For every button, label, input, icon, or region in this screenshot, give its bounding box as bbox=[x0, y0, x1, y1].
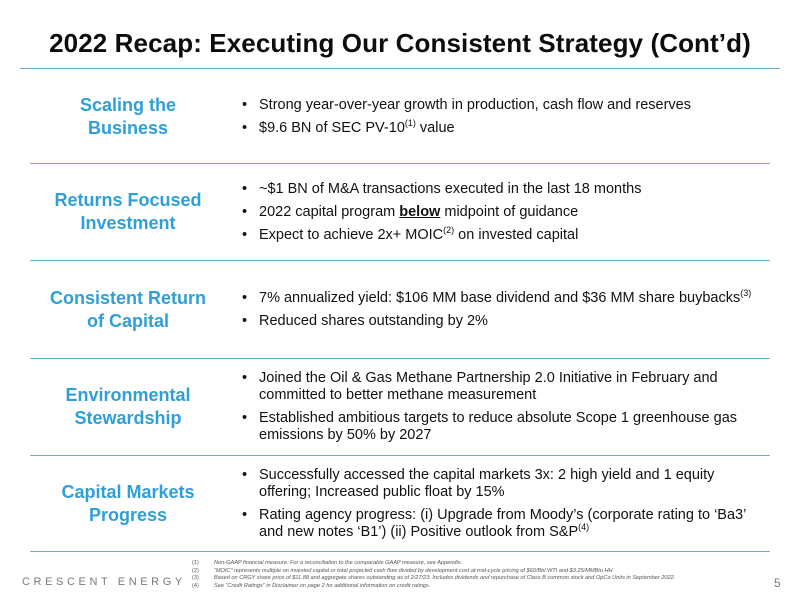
bullet-item: Successfully accessed the capital market… bbox=[242, 467, 770, 501]
bullet-item: Expect to achieve 2x+ MOIC(2) on investe… bbox=[242, 224, 770, 243]
bullet-item: 7% annualized yield: $106 MM base divide… bbox=[242, 287, 770, 306]
footnote-number: (1) bbox=[192, 560, 199, 566]
bullet-text: Established ambitious targets to reduce … bbox=[259, 410, 738, 443]
row-bullets: Joined the Oil & Gas Methane Partnership… bbox=[242, 359, 770, 455]
bullet-text: Strong year-over-year growth in producti… bbox=[259, 97, 691, 113]
footnotes: (1) Non-GAAP financial measure. For a rec… bbox=[192, 560, 772, 590]
bullet-text: value bbox=[415, 120, 455, 136]
bullet-text: Reduced shares outstanding by 2% bbox=[259, 312, 488, 329]
bullet-text: Joined the Oil & Gas Methane Partnership… bbox=[259, 370, 718, 403]
footnote-text: “MOIC” represents multiple on invested c… bbox=[214, 567, 615, 574]
bullet-item: Rating agency progress: (i) Upgrade from… bbox=[242, 507, 770, 541]
row-label: Scaling the Business bbox=[79, 95, 177, 138]
bullet-item: 2022 capital program below midpoint of g… bbox=[242, 204, 770, 221]
bullet-text: 7% annualized yield: $106 MM base divide… bbox=[259, 289, 741, 306]
title-divider bbox=[20, 68, 780, 69]
row-bullets: Successfully accessed the capital market… bbox=[242, 456, 770, 551]
footnote-number: (4) bbox=[192, 582, 199, 589]
row-bullets: Strong year-over-year growth in producti… bbox=[242, 71, 770, 163]
footnote-text: See “Credit Ratings” in Disclaimer on pa… bbox=[214, 582, 431, 589]
bullet-text: Successfully accessed the capital market… bbox=[259, 466, 715, 500]
footnote-number: (2) bbox=[192, 567, 199, 574]
footnote-ref: (1) bbox=[404, 118, 416, 129]
footnote-text: Based on CRGY share price of $11.88 and … bbox=[214, 575, 676, 582]
page-number: 5 bbox=[774, 576, 781, 590]
bullet-text: on invested capital bbox=[454, 226, 579, 243]
bullet-text: Rating agency progress: (i) Upgrade from… bbox=[259, 506, 746, 540]
row-label: Returns Focused Investment bbox=[54, 190, 202, 233]
row-bullets: ~$1 BN of M&A transactions executed in t… bbox=[242, 164, 770, 260]
bullet-text: ~$1 BN of M&A transactions executed in t… bbox=[259, 180, 642, 197]
footnote-ref: (2) bbox=[443, 224, 455, 235]
row-label: Environmental Stewardship bbox=[65, 385, 191, 428]
company-logo-text: CRESCENT ENERGY bbox=[22, 576, 186, 588]
footnote: (2) “MOIC” represents multiple on investe… bbox=[192, 568, 772, 576]
footnote-ref: (3) bbox=[740, 287, 752, 298]
row-label: Consistent Return of Capital bbox=[49, 287, 206, 331]
page-title: 2022 Recap: Executing Our Consistent Str… bbox=[49, 28, 751, 58]
bullet-item: Reduced shares outstanding by 2% bbox=[242, 313, 770, 330]
emphasis-text: below bbox=[399, 203, 441, 220]
bullet-text: 2022 capital program bbox=[259, 203, 400, 220]
bullet-item: ~$1 BN of M&A transactions executed in t… bbox=[242, 181, 770, 198]
footnote-number: (3) bbox=[192, 575, 199, 582]
footnote-text: Non-GAAP financial measure. For a reconc… bbox=[214, 560, 463, 566]
bullet-item: Joined the Oil & Gas Methane Partnership… bbox=[242, 370, 770, 404]
bullet-item: Established ambitious targets to reduce … bbox=[242, 410, 770, 444]
bullet-text: $9.6 BN of SEC PV-10 bbox=[259, 120, 405, 136]
footnote: (1) Non-GAAP financial measure. For a rec… bbox=[192, 560, 772, 568]
bullet-item: Strong year-over-year growth in producti… bbox=[242, 97, 770, 114]
row-label: Capital Markets Progress bbox=[61, 481, 195, 525]
bullet-text: Expect to achieve 2x+ MOIC bbox=[259, 226, 444, 243]
footnote: (3) Based on CRGY share price of $11.88 a… bbox=[192, 575, 772, 583]
footnote: (4) See “Credit Ratings” in Disclaimer on… bbox=[192, 583, 772, 591]
footnote-ref: (4) bbox=[578, 521, 590, 532]
bullet-item: $9.6 BN of SEC PV-10(1) value bbox=[242, 118, 770, 137]
bullet-text: midpoint of guidance bbox=[440, 203, 579, 220]
row-bullets: 7% annualized yield: $106 MM base divide… bbox=[242, 261, 770, 358]
